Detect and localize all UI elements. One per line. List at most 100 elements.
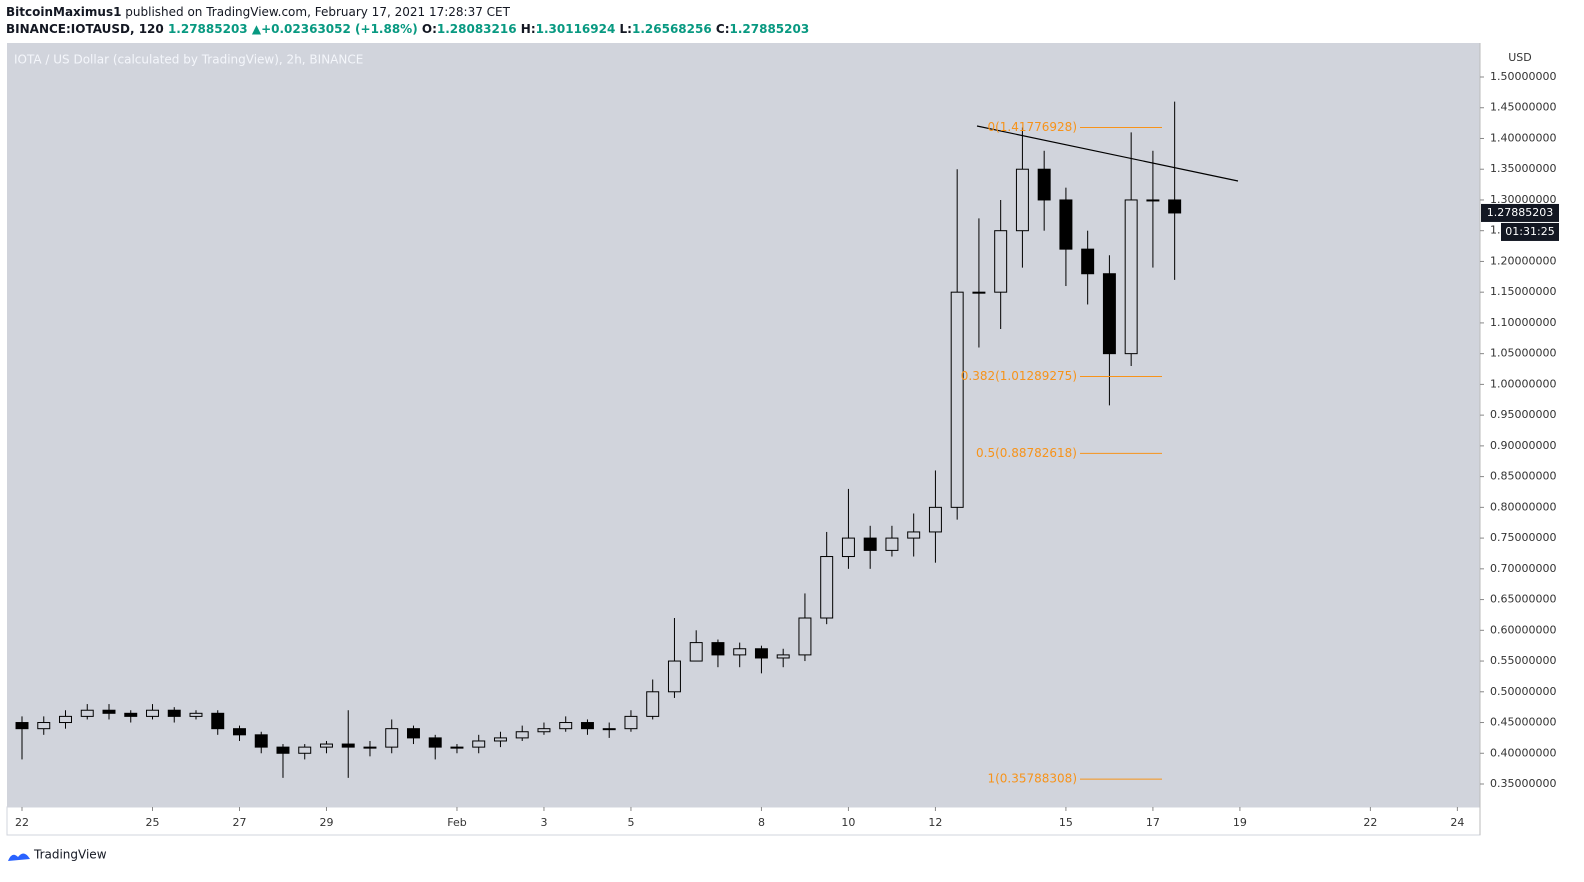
chart-title: IOTA / US Dollar (calculated by TradingV… [14, 53, 363, 67]
x-tick-label: 29 [319, 816, 333, 829]
candle-body [1124, 199, 1138, 355]
y-tick-label: 0.75000000 [1490, 531, 1556, 544]
logo-icon [8, 853, 30, 861]
last-price-box [1481, 203, 1559, 222]
candle-body [907, 531, 921, 539]
x-tick-label: Feb [447, 816, 466, 829]
y-tick-label: 0.60000000 [1490, 623, 1556, 636]
x-tick-label: 19 [1233, 816, 1247, 829]
x-axis-strip [6, 806, 1481, 836]
candle-body [820, 556, 834, 619]
y-tick-label: 0.80000000 [1490, 500, 1556, 513]
candle-body [754, 648, 768, 659]
candle-body [102, 709, 116, 714]
candle-body [798, 617, 812, 656]
candle-body [928, 506, 942, 533]
x-tick-label: 17 [1146, 816, 1160, 829]
x-tick-label: 3 [540, 816, 547, 829]
y-tick-label: 0.50000000 [1490, 685, 1556, 698]
x-tick-label: 25 [145, 816, 159, 829]
fib-label: 0(1.41776928) [987, 120, 1077, 134]
candle-body [406, 728, 420, 739]
candle-body [37, 722, 51, 730]
y-tick-label: 0.65000000 [1490, 593, 1556, 606]
y-tick-label: 0.90000000 [1490, 439, 1556, 452]
candle-body [124, 712, 138, 717]
x-tick-label: 24 [1450, 816, 1464, 829]
ohlc-label: O: [422, 22, 437, 36]
candle-body [233, 728, 246, 736]
y-tick-label: 1.35000000 [1490, 162, 1556, 175]
y-tick-label: 0.35000000 [1490, 777, 1556, 790]
footer-text: TradingView [33, 848, 107, 862]
author: BitcoinMaximus1 [6, 5, 121, 19]
candle-body [254, 734, 268, 748]
candle-body [385, 728, 399, 748]
candle-body [841, 537, 855, 558]
candle-body [363, 746, 377, 749]
y-tick-label: 0.95000000 [1490, 408, 1556, 421]
y-tick-label: 1.15000000 [1490, 285, 1556, 298]
y-tick-label: 1.30000000 [1490, 193, 1556, 206]
candle-body [59, 715, 72, 724]
ohlc-label: L: [620, 22, 632, 36]
ohlc-value: 1.27885203 [730, 22, 810, 36]
x-tick-label: 5 [627, 816, 634, 829]
candle-body [711, 642, 725, 656]
header-line-2: BINANCE:IOTAUSD, 120 1.27885203 ▲+0.0236… [6, 22, 809, 36]
candle-body [885, 537, 899, 551]
candle-body [580, 722, 594, 730]
fib-label: 0.5(0.88782618) [976, 446, 1077, 460]
candle-body [450, 746, 464, 749]
candle-body [189, 712, 203, 717]
y-tick-label: 1.10000000 [1490, 316, 1556, 329]
ohlc-label: C: [716, 22, 730, 36]
footer-logo: TradingView [8, 848, 107, 862]
y-tick-label: 1.45000000 [1490, 101, 1556, 114]
candle-body [624, 715, 638, 730]
symbol: BINANCE:IOTAUSD, 120 [6, 22, 164, 36]
countdown-box [1501, 222, 1559, 241]
candle-body [1037, 168, 1051, 201]
candle-body [602, 728, 616, 731]
x-tick-label: 15 [1059, 816, 1073, 829]
candle-body [1059, 199, 1073, 250]
change: ▲+0.02363052 (+1.88%) [252, 22, 418, 36]
candle-body [537, 728, 551, 733]
candle-body [559, 722, 573, 730]
candle-body [994, 230, 1008, 293]
candle-body [972, 291, 986, 294]
candle-body [1081, 248, 1095, 275]
candle-body [1102, 273, 1116, 355]
candle-body [341, 743, 355, 748]
ohlc-value: 1.30116924 [536, 22, 616, 36]
y-tick-label: 1.20000000 [1490, 254, 1556, 267]
y-axis-label: USD [1508, 51, 1532, 64]
candle-body [319, 743, 333, 748]
ohlc-value: 1.26568256 [632, 22, 712, 36]
candle-body [146, 709, 159, 717]
y-tick-label: 1.40000000 [1490, 131, 1556, 144]
y-tick-label: 1.00000000 [1490, 377, 1556, 390]
candle-body [276, 746, 290, 754]
trend-line [976, 125, 1239, 182]
candle-body [667, 660, 681, 693]
y-tick-label: 1.50000000 [1490, 70, 1556, 83]
candle-body [689, 642, 703, 662]
candle-body [1168, 199, 1182, 214]
candle-body [515, 731, 529, 739]
y-tick-label: 0.70000000 [1490, 562, 1556, 575]
y-tick-label: 0.40000000 [1490, 746, 1556, 759]
candle-body [1146, 199, 1160, 202]
candle-body [298, 746, 312, 754]
countdown: 01:31:25 [1505, 225, 1554, 238]
last-price: 1.27885203 [168, 22, 248, 36]
x-tick-label: 27 [232, 816, 246, 829]
last-price-label: 1.27885203 [1487, 206, 1553, 219]
candle-body [863, 537, 877, 551]
plot-background [7, 43, 1480, 807]
x-tick-label: 22 [15, 816, 29, 829]
candle-body [211, 712, 225, 730]
